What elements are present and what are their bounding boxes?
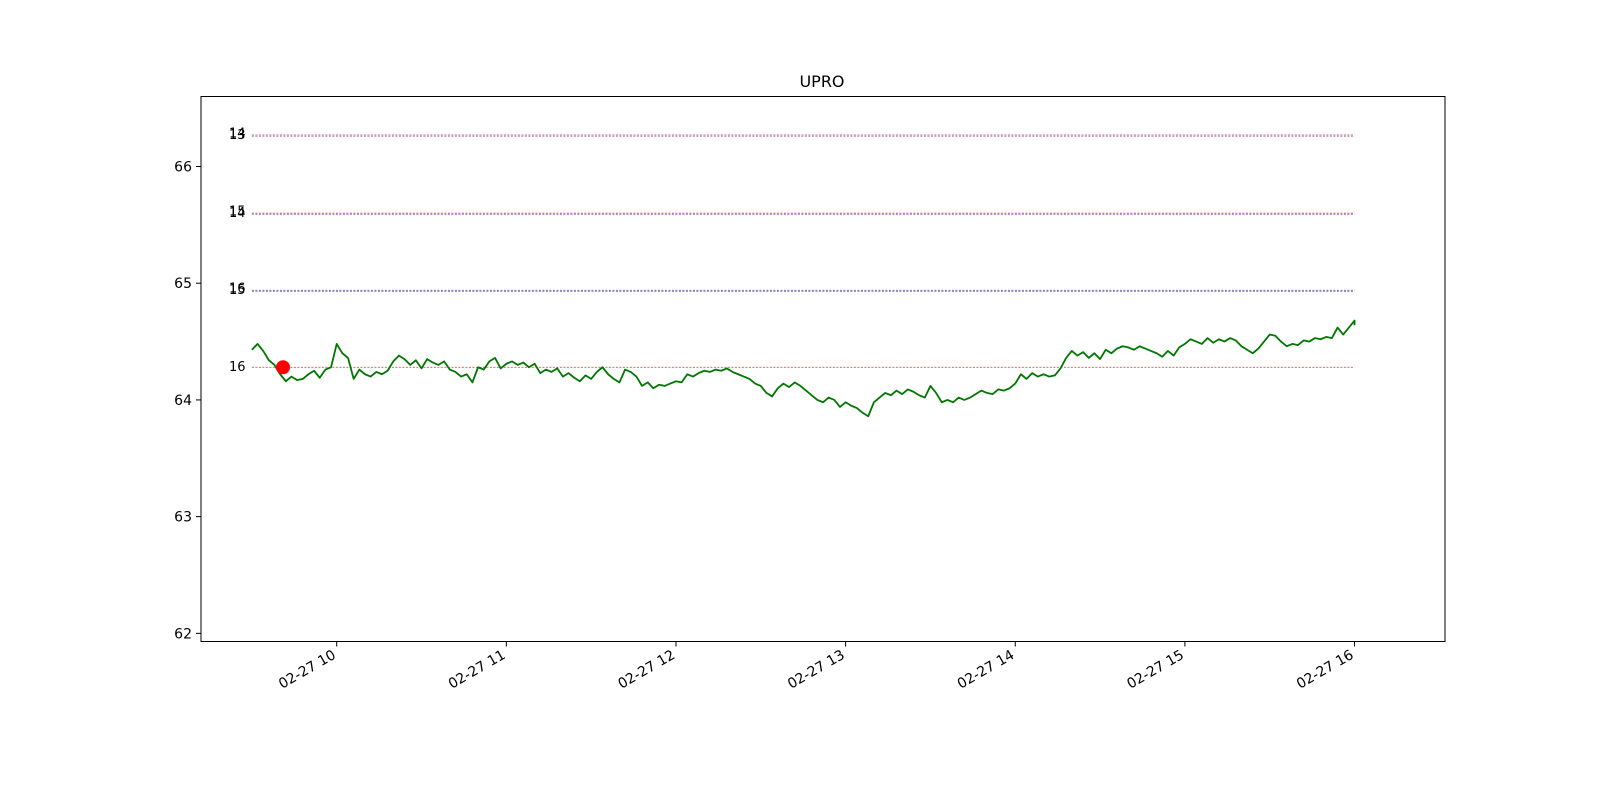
chart-title: UPRO (799, 72, 844, 91)
level-label: 15 (229, 205, 246, 220)
x-tick-label: 02-27 11 (446, 647, 509, 692)
y-axis: 62 63 64 65 66 (174, 160, 201, 642)
y-tick-label: 64 (174, 393, 192, 409)
x-tick-label: 02-27 13 (785, 647, 848, 692)
y-tick-label: 65 (174, 276, 192, 292)
axes-frame (200, 96, 1446, 642)
level-label: 15 (229, 283, 246, 298)
x-tick-label: 02-27 10 (276, 647, 339, 692)
x-tick-label: 02-27 12 (615, 647, 678, 692)
level-label: 16 (229, 282, 246, 297)
x-tick-label: 02-27 15 (1124, 647, 1187, 692)
x-axis: 02-27 10 02-27 11 02-27 12 02-27 13 02-27 14… (276, 641, 1357, 692)
level-label: 13 (229, 128, 246, 143)
y-tick-label: 66 (174, 160, 192, 176)
level-label: 14 (229, 127, 246, 142)
level-label: 16 (229, 360, 246, 375)
x-tick-label: 02-27 14 (955, 647, 1018, 692)
price-line (251, 319, 1356, 418)
x-tick-label: 02-27 16 (1294, 647, 1357, 692)
level-label: 14 (229, 206, 246, 221)
y-tick-label: 62 (174, 626, 192, 642)
entry-marker (275, 360, 290, 375)
y-tick-label: 63 (174, 510, 192, 526)
